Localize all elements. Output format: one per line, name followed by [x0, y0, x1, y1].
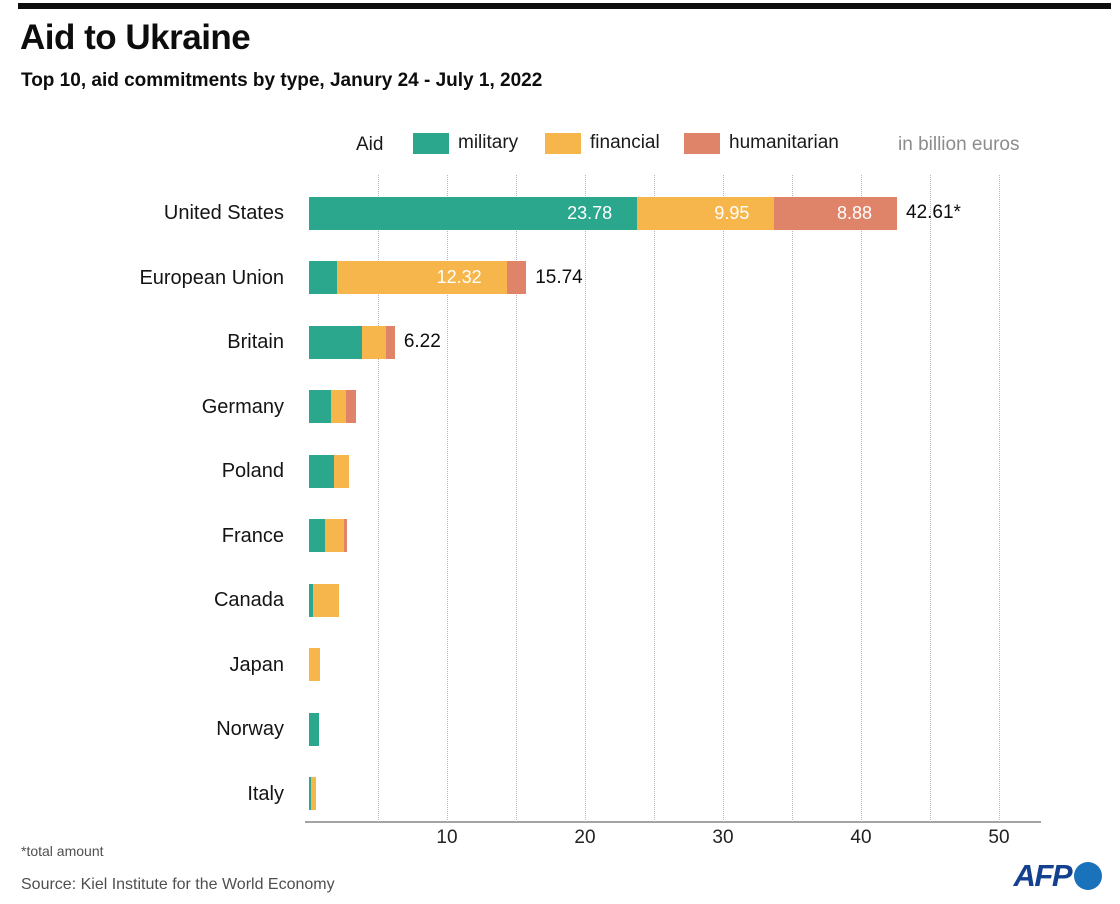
afp-logo-text: AFP [1013, 858, 1073, 893]
row-label: Canada [213, 589, 284, 611]
gridline [585, 175, 586, 822]
x-tick-label: 20 [574, 827, 596, 848]
header-rule [18, 3, 1111, 9]
legend-item-humanitarian: humanitarian [684, 132, 839, 154]
legend-aid-label: Aid [356, 134, 384, 155]
afp-globe-icon [1074, 862, 1102, 890]
bar-segment-financial: 9.95 [637, 196, 775, 230]
bar-segment-financial [309, 648, 321, 681]
bar-total-label: 6.22 [403, 331, 441, 352]
gridline [999, 175, 1000, 822]
bar-segment-financial [313, 583, 340, 617]
bar-segment-military [309, 777, 312, 810]
bar-segment-military [309, 583, 314, 617]
gridline [516, 175, 517, 822]
footnote: *total amount [21, 843, 104, 859]
unit-note: in billion euros [898, 134, 1020, 155]
bar-segment-financial [362, 325, 387, 359]
x-axis-tick-labels: 10 20 30 40 50 [0, 827, 1120, 853]
bar: 23.78 9.95 8.88 [309, 196, 897, 230]
bar-segment-military [309, 454, 334, 488]
row-label: Italy [247, 782, 284, 805]
x-tick-label: 10 [436, 827, 458, 848]
legend-swatch-humanitarian [684, 132, 720, 154]
bar-segment-financial [324, 519, 345, 552]
bar-segment-military [309, 519, 325, 552]
source-note: Source: Kiel Institute for the World Eco… [21, 876, 335, 893]
x-tick-label: 40 [850, 827, 872, 848]
bar-segment-military: 23.78 [309, 196, 638, 230]
legend-item-financial: financial [545, 132, 660, 154]
bar-segment-humanitarian [386, 325, 395, 359]
legend-label-financial: financial [590, 132, 660, 153]
bar-segment-financial: 12.32 [336, 261, 507, 294]
bar [309, 712, 319, 746]
bar [309, 777, 316, 810]
gridline [447, 175, 448, 822]
bar [309, 454, 349, 488]
row-label: Poland [221, 460, 284, 482]
stacked-bar-chart: United States 23.78 9.95 8.88 42.61* European… [0, 175, 1120, 823]
gridline [861, 175, 862, 822]
bar-segment-military [309, 261, 337, 294]
bar-segment-humanitarian [506, 261, 527, 294]
legend-label-military: military [458, 132, 519, 153]
gridline [378, 175, 379, 822]
gridline [792, 175, 793, 822]
x-tick-label: 30 [712, 827, 734, 848]
bar [309, 390, 356, 423]
bar-segment-military [309, 325, 363, 359]
legend-swatch-military [413, 132, 449, 154]
page-subtitle: Top 10, aid commitments by type, Janury … [21, 70, 543, 91]
segment-value-label: 8.88 [836, 202, 872, 223]
row-label: Britain [227, 331, 284, 353]
x-axis-line [305, 821, 1041, 823]
segment-value-label: 12.32 [436, 267, 482, 287]
bar-segment-humanitarian [344, 519, 347, 552]
legend: Aid military financial humanitarian in b… [0, 132, 1120, 160]
segment-value-label: 9.95 [714, 202, 750, 223]
bar [309, 519, 347, 552]
legend-swatch-financial [545, 132, 581, 154]
bar-segment-humanitarian: 8.88 [774, 196, 897, 230]
bar-segment-military [309, 390, 332, 423]
legend-label-humanitarian: humanitarian [729, 132, 839, 153]
row-label: Japan [229, 653, 285, 676]
bar [309, 325, 395, 359]
bar: 12.32 [309, 261, 527, 294]
page-title: Aid to Ukraine [20, 18, 251, 57]
bar-segment-financial [333, 454, 349, 488]
gridline [723, 175, 724, 822]
row-label: European Union [139, 266, 284, 289]
afp-logo: AFP [1013, 858, 1102, 894]
bar [309, 648, 321, 681]
bar-segment-financial [311, 777, 316, 810]
segment-value-label: 23.78 [567, 202, 613, 223]
gridline [930, 175, 931, 822]
bar-segment-humanitarian [346, 390, 356, 423]
gridline [654, 175, 655, 822]
bar-segment-financial [331, 390, 347, 423]
x-tick-label: 50 [988, 827, 1010, 848]
bar-total-label: 15.74 [535, 266, 583, 288]
row-label: France [221, 524, 284, 547]
bar-segment-military [309, 712, 319, 746]
row-label: Germany [201, 395, 284, 418]
bar-total-label: 42.61* [906, 202, 961, 223]
legend-item-military: military [413, 132, 518, 154]
row-label: United States [163, 202, 284, 224]
bar [309, 583, 340, 617]
row-label: Norway [216, 718, 284, 740]
